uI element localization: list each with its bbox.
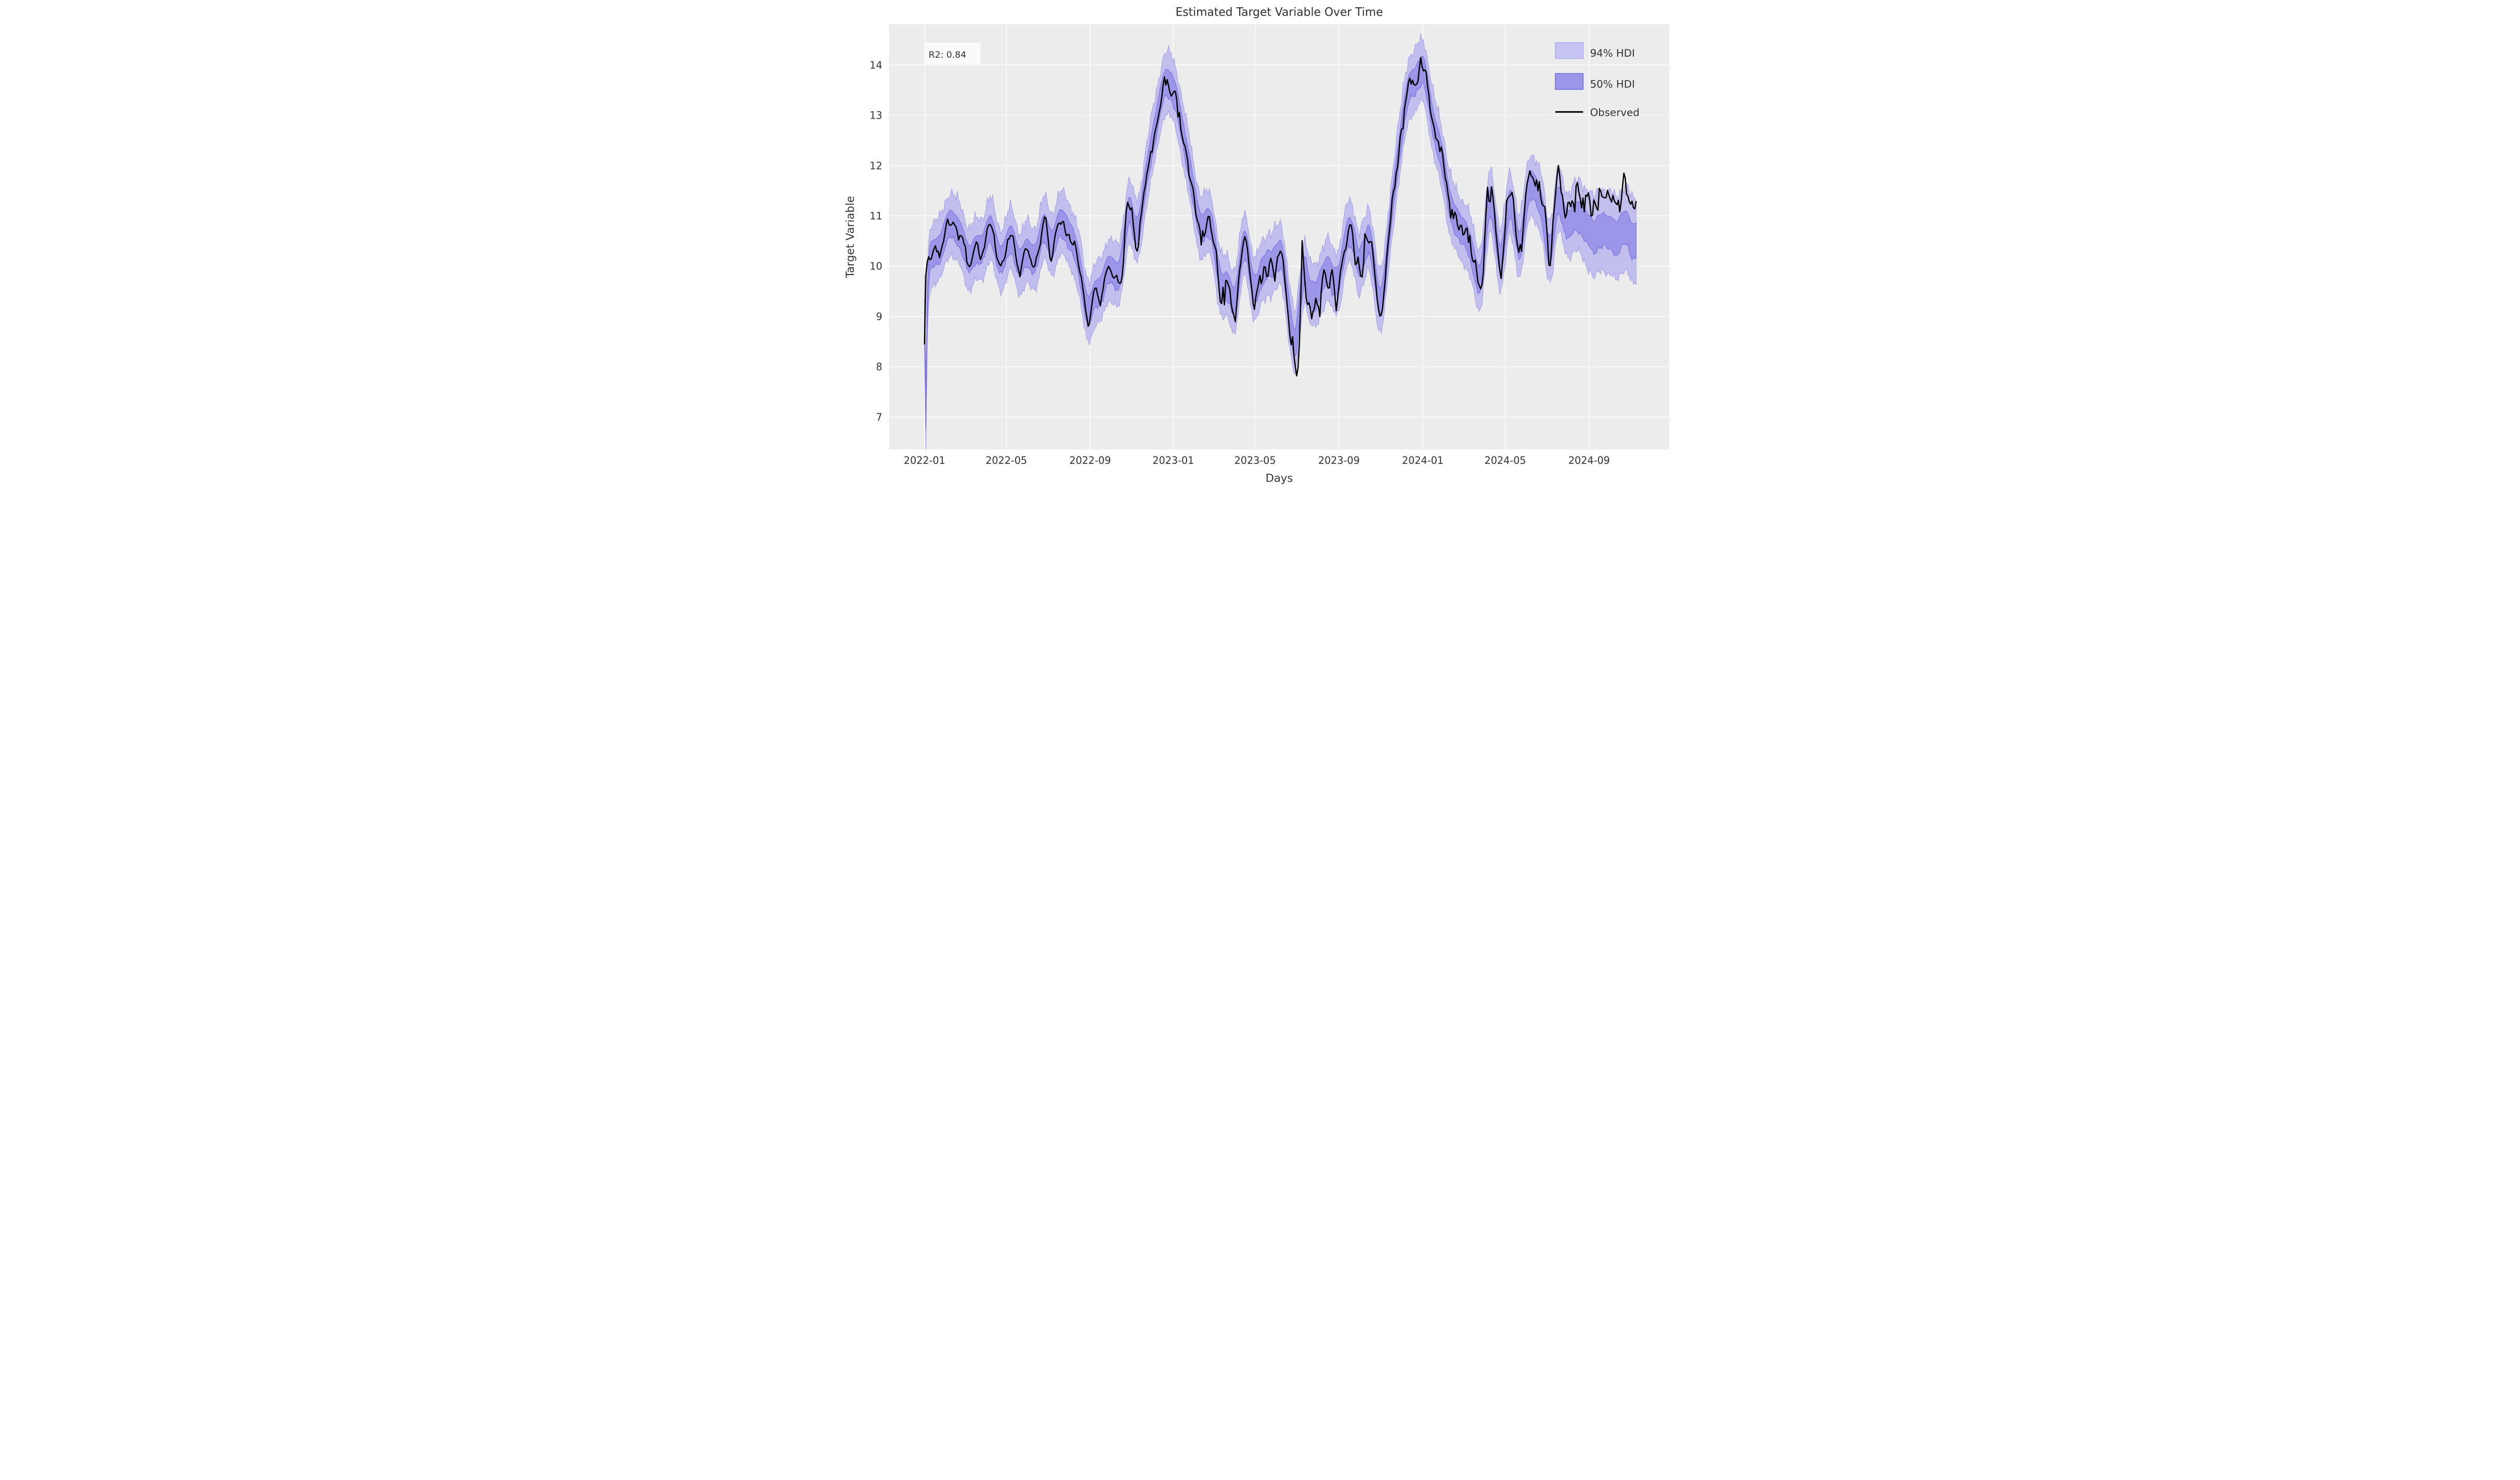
y-tick-label: 8 xyxy=(876,361,882,373)
r2-annotation: R2: 0.84 xyxy=(925,42,981,64)
y-tick-label: 13 xyxy=(869,110,882,122)
x-tick-label: 2022-01 xyxy=(904,455,945,466)
figure-container: 7 8 9 10 11 12 13 14 2022-01 2022-05 2022-09 2023-0… xyxy=(844,0,1676,489)
y-tick-label: 10 xyxy=(869,261,882,272)
x-tick-label: 2023-05 xyxy=(1235,455,1276,466)
y-tick-label: 11 xyxy=(869,210,882,222)
chart-title: Estimated Target Variable Over Time xyxy=(1175,6,1383,19)
legend: 94% HDI 50% HDI Observed xyxy=(1555,42,1640,119)
x-tick-label: 2024-09 xyxy=(1568,455,1610,466)
legend-swatch-50-hdi xyxy=(1555,73,1584,90)
legend-label-94-hdi: 94% HDI xyxy=(1590,47,1635,59)
y-tick-label: 9 xyxy=(876,310,882,322)
legend-label-50-hdi: 50% HDI xyxy=(1590,78,1635,90)
r2-annotation-box xyxy=(925,42,981,64)
x-tick-label: 2023-01 xyxy=(1152,455,1194,466)
legend-swatch-94-hdi xyxy=(1555,42,1584,59)
y-axis-label: Target Variable xyxy=(844,196,856,279)
y-tick-label: 7 xyxy=(876,411,882,423)
x-tick-label: 2024-05 xyxy=(1485,455,1526,466)
y-tick-label: 14 xyxy=(869,59,882,71)
y-tick-label: 12 xyxy=(869,160,882,172)
x-tick-label: 2024-01 xyxy=(1402,455,1444,466)
x-axis-label: Days xyxy=(1266,471,1293,484)
x-tick-label: 2022-05 xyxy=(985,455,1027,466)
band-50-hdi xyxy=(924,55,1636,430)
chart-canvas: 7 8 9 10 11 12 13 14 2022-01 2022-05 2022-09 2023-0… xyxy=(844,6,1670,484)
legend-label-observed: Observed xyxy=(1590,107,1640,119)
x-tick-label: 2022-09 xyxy=(1069,455,1111,466)
observed-line xyxy=(924,57,1637,377)
r2-annotation-label: R2: 0.84 xyxy=(929,50,966,60)
x-tick-label: 2023-09 xyxy=(1318,455,1360,466)
plot-layer: 7 8 9 10 11 12 13 14 2022-01 2022-05 2022-09 2023-0… xyxy=(869,24,1670,466)
